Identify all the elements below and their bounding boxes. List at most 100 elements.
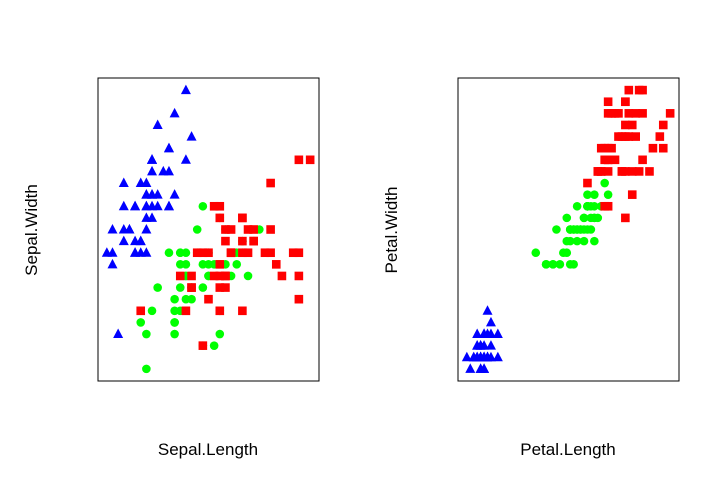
square-point bbox=[215, 201, 225, 211]
circle-point bbox=[164, 248, 174, 258]
square-point bbox=[238, 248, 247, 258]
square-point bbox=[294, 248, 304, 258]
triangle-point bbox=[485, 316, 496, 327]
square-point bbox=[175, 271, 185, 281]
circle-point bbox=[170, 294, 179, 304]
triangle-point bbox=[485, 340, 496, 350]
square-point bbox=[277, 271, 287, 281]
square-point bbox=[614, 109, 623, 118]
square-point bbox=[266, 178, 275, 188]
square-point bbox=[221, 283, 230, 292]
circle-point bbox=[593, 213, 603, 223]
square-point bbox=[198, 341, 208, 350]
square-point bbox=[305, 155, 315, 165]
triangle-point bbox=[492, 351, 503, 362]
circle-point bbox=[198, 260, 208, 269]
square-point bbox=[658, 120, 668, 130]
circle-point bbox=[136, 318, 146, 327]
circle-point bbox=[181, 260, 191, 269]
circle-point bbox=[562, 213, 572, 223]
square-point bbox=[249, 236, 258, 246]
square-point bbox=[238, 306, 247, 316]
triangle-point bbox=[130, 200, 141, 211]
circle-point bbox=[569, 260, 578, 269]
circle-point bbox=[572, 201, 582, 211]
square-point bbox=[243, 225, 253, 234]
triangle-point bbox=[479, 328, 490, 339]
triangle-point bbox=[475, 340, 486, 350]
circle-point bbox=[170, 318, 179, 327]
circle-point bbox=[215, 329, 225, 339]
triangle-point bbox=[118, 224, 129, 234]
square-point bbox=[603, 201, 613, 211]
circle-point bbox=[555, 260, 565, 269]
circle-point bbox=[583, 190, 592, 199]
triangle-point bbox=[135, 235, 146, 246]
square-point bbox=[136, 306, 146, 316]
triangle-point bbox=[152, 189, 163, 199]
triangle-point bbox=[180, 84, 191, 95]
circle-point bbox=[590, 201, 599, 211]
circle-point bbox=[552, 225, 561, 234]
circle-point bbox=[147, 306, 157, 316]
square-point bbox=[665, 109, 675, 118]
plot-frame bbox=[457, 77, 680, 382]
square-point bbox=[627, 190, 637, 199]
square-point bbox=[593, 167, 603, 176]
circle-point bbox=[565, 236, 575, 246]
triangle-point bbox=[147, 154, 158, 164]
y-axis-label: Petal.Width bbox=[382, 187, 401, 274]
square-point bbox=[621, 132, 630, 141]
circle-point bbox=[576, 225, 585, 234]
square-point bbox=[226, 225, 236, 234]
square-point bbox=[187, 283, 196, 292]
circle-point bbox=[531, 248, 541, 258]
square-point bbox=[627, 120, 637, 130]
circle-point bbox=[153, 283, 162, 292]
triangle-point bbox=[107, 247, 118, 257]
triangle-point bbox=[163, 200, 174, 211]
circle-point bbox=[579, 213, 589, 223]
triangle-point bbox=[141, 224, 152, 234]
square-point bbox=[638, 155, 647, 165]
circle-point bbox=[590, 236, 599, 246]
circle-point bbox=[187, 294, 196, 304]
square-point bbox=[621, 120, 630, 130]
square-point bbox=[624, 85, 634, 95]
square-point bbox=[215, 306, 225, 316]
square-point bbox=[215, 260, 225, 269]
square-point bbox=[294, 294, 304, 304]
circle-point bbox=[569, 225, 578, 234]
circle-point bbox=[170, 306, 179, 316]
square-point bbox=[221, 236, 230, 246]
square-point bbox=[631, 132, 640, 141]
square-point bbox=[288, 248, 298, 258]
triangle-point bbox=[141, 247, 152, 257]
circle-point bbox=[198, 201, 208, 211]
circle-point bbox=[579, 236, 589, 246]
triangle-point bbox=[141, 189, 152, 199]
triangle-point bbox=[152, 119, 163, 129]
circle-point bbox=[243, 271, 253, 281]
circle-point bbox=[209, 341, 219, 350]
triangle-point bbox=[147, 200, 158, 211]
circle-point bbox=[583, 201, 592, 211]
circle-point bbox=[198, 283, 208, 292]
plot-frame bbox=[97, 77, 320, 382]
triangle-point bbox=[472, 328, 483, 339]
square-point bbox=[187, 271, 196, 281]
triangle-point bbox=[482, 305, 493, 315]
circle-point bbox=[586, 213, 596, 223]
triangle-point bbox=[130, 247, 141, 257]
square-point bbox=[658, 143, 668, 153]
triangle-point bbox=[492, 328, 503, 339]
square-point bbox=[243, 248, 253, 258]
panel-petal: Petal.Length Petal.Width bbox=[382, 77, 680, 459]
triangle-point bbox=[461, 351, 472, 362]
square-point bbox=[215, 213, 225, 223]
square-point bbox=[209, 201, 219, 211]
triangle-point bbox=[118, 235, 129, 246]
triangle-point bbox=[475, 351, 486, 362]
circle-point bbox=[170, 329, 179, 339]
